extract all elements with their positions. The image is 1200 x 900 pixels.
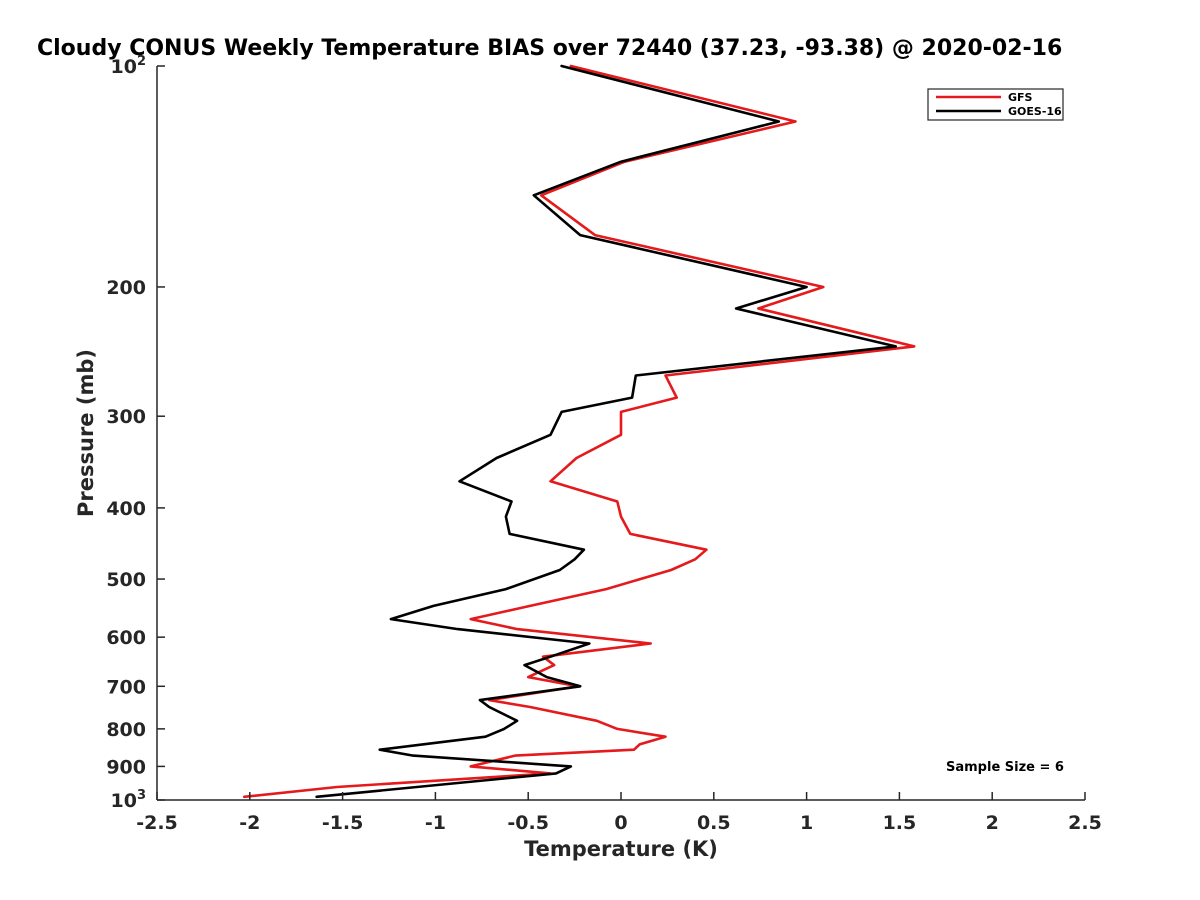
y-tick-label: 200 xyxy=(106,277,146,299)
x-tick-label: -0.5 xyxy=(507,812,549,834)
x-tick-label: 0.5 xyxy=(697,812,731,834)
y-tick-label: 300 xyxy=(106,406,146,428)
x-tick-label: -2.5 xyxy=(136,812,178,834)
series-line-gfs xyxy=(242,64,916,799)
y-tick-label: 400 xyxy=(106,498,146,520)
y-tick-label: 600 xyxy=(106,627,146,649)
x-ticks: -2.5 -2 -1.5 -1 -0.5 0 0.5 1 1.5 2 2.5 xyxy=(136,792,1102,834)
x-tick-label: 0 xyxy=(614,812,627,834)
y-axis-label: Pressure (mb) xyxy=(74,349,98,517)
y-tick-label: 102 xyxy=(111,54,147,78)
chart-title: Cloudy CONUS Weekly Temperature BIAS ove… xyxy=(37,36,1062,61)
series-line-goes-16 xyxy=(315,64,898,799)
x-tick-label: 2 xyxy=(986,812,999,834)
y-tick-label: 800 xyxy=(106,719,146,741)
legend-box xyxy=(927,88,1064,121)
x-tick-label: 1.5 xyxy=(883,812,917,834)
x-tick-label: -2 xyxy=(239,812,260,834)
x-tick-label: 1 xyxy=(800,812,813,834)
y-tick-label: 103 xyxy=(111,788,147,812)
y-ticks: 102 200 300 400 500 600 700 800 900 103 xyxy=(106,54,165,812)
x-tick-label: -1 xyxy=(425,812,446,834)
x-axis-label: Temperature (K) xyxy=(524,837,718,861)
legend-label: GFS xyxy=(1008,91,1033,104)
sample-size-annotation: Sample Size = 6 xyxy=(946,760,1064,775)
y-tick-label: 700 xyxy=(106,676,146,698)
legend-label: GOES-16 xyxy=(1008,105,1062,118)
y-tick-label: 900 xyxy=(106,756,146,778)
series-layer xyxy=(242,64,916,799)
x-tick-label: -1.5 xyxy=(322,812,364,834)
y-tick-label: 500 xyxy=(106,569,146,591)
x-tick-label: 2.5 xyxy=(1068,812,1102,834)
